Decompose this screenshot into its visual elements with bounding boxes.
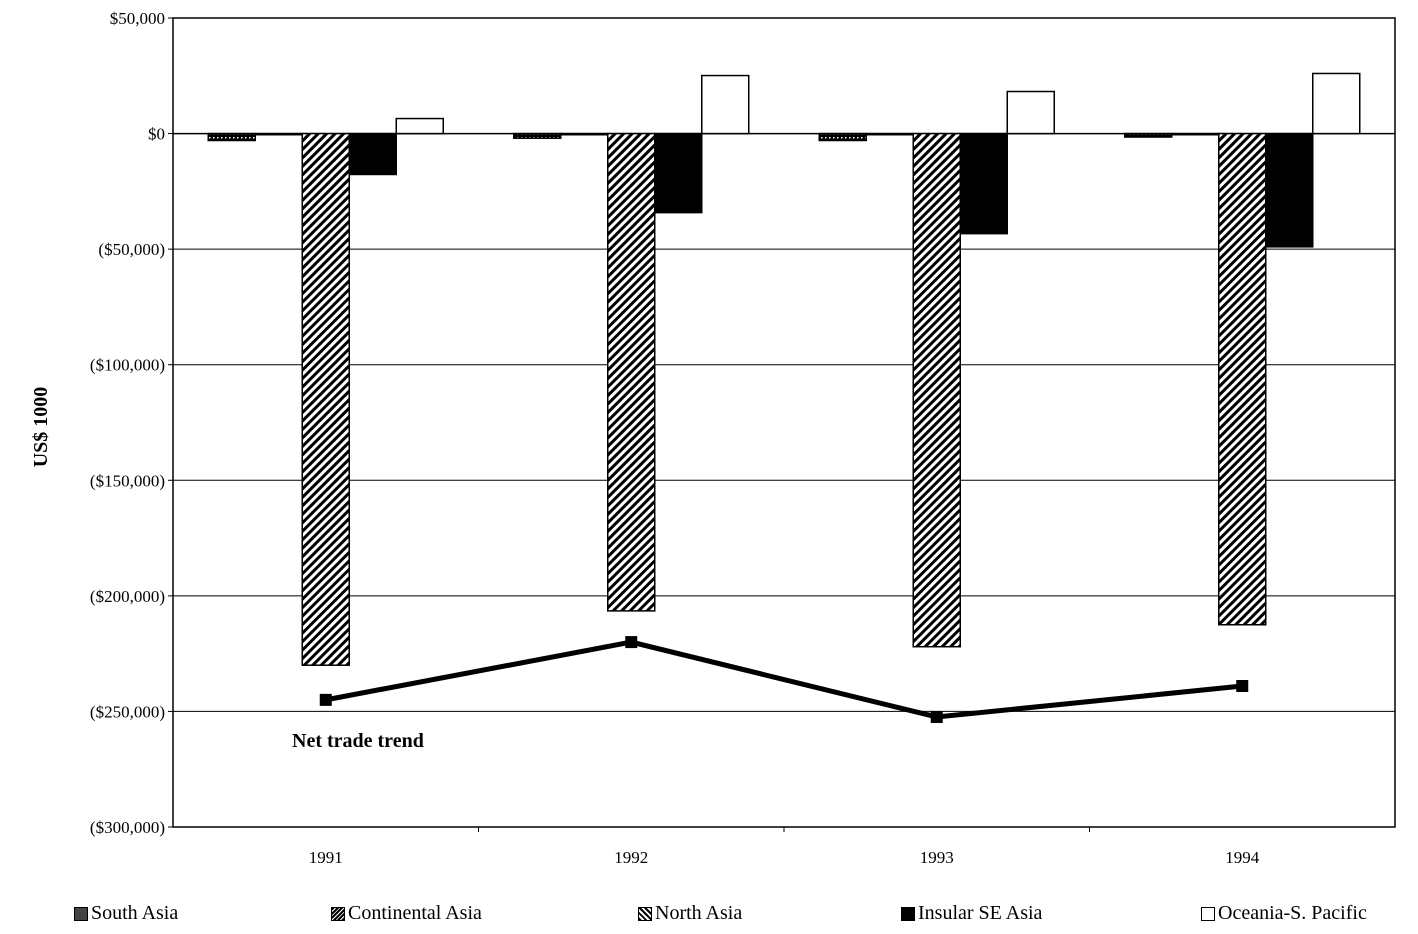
bar-continental-asia	[865, 132, 914, 136]
net-trade-line	[325, 639, 1243, 720]
legend-swatch	[331, 906, 345, 921]
x-tick-label: 1991	[309, 848, 343, 867]
y-tick-label: ($150,000)	[90, 471, 165, 490]
legend-item: South Asia	[74, 902, 178, 925]
legend-item: North Asia	[638, 902, 742, 925]
legend-swatch	[74, 906, 88, 921]
bar-oceania-s-pacific	[395, 117, 444, 135]
bar-south-asia	[513, 132, 562, 139]
bar-north-asia	[301, 132, 350, 666]
bar-north-asia	[1218, 132, 1267, 626]
legend-item: Continental Asia	[331, 902, 482, 925]
bar-south-asia	[207, 132, 256, 142]
x-tick-label: 1993	[920, 848, 954, 867]
legend-item: Insular SE Asia	[901, 902, 1042, 925]
bar-insular-se-asia	[1265, 132, 1314, 248]
bar-insular-se-asia	[654, 132, 703, 214]
net-trade-annotation: Net trade trend	[292, 730, 424, 752]
bar-north-asia	[912, 132, 961, 648]
y-tick-label: ($250,000)	[90, 702, 165, 721]
net-trade-marker	[930, 710, 943, 723]
bar-oceania-s-pacific	[1312, 72, 1361, 135]
legend-label: North Asia	[655, 902, 743, 924]
x-tick-label: 1994	[1225, 848, 1260, 867]
y-tick-label: ($50,000)	[98, 240, 165, 259]
net-trade-marker	[625, 636, 638, 649]
bar-insular-se-asia	[348, 132, 397, 176]
bar-continental-asia	[560, 132, 609, 136]
legend-swatch	[1201, 906, 1215, 921]
bar-oceania-s-pacific	[701, 74, 750, 135]
legend-label: Continental Asia	[348, 902, 482, 924]
legend: South Asia Continental Asia North Asia Insu…	[0, 902, 1418, 928]
bar-continental-asia	[1171, 132, 1220, 136]
legend-swatch	[638, 906, 652, 921]
y-tick-label: $50,000	[110, 9, 165, 28]
bar-oceania-s-pacific	[1006, 90, 1055, 135]
legend-label: South Asia	[91, 902, 179, 924]
legend-swatch	[901, 906, 915, 921]
bar-north-asia	[607, 132, 656, 612]
legend-label: Insular SE Asia	[918, 902, 1043, 924]
bar-insular-se-asia	[959, 132, 1008, 235]
net-trade-marker	[1236, 680, 1249, 693]
x-tick-label: 1992	[614, 848, 648, 867]
y-tick-label: $0	[148, 125, 165, 144]
legend-label: Oceania-S. Pacific	[1218, 902, 1367, 924]
y-tick-label: ($300,000)	[90, 818, 165, 837]
bar-continental-asia	[254, 132, 303, 136]
y-tick-label: ($100,000)	[90, 356, 165, 375]
y-axis-label: US$ 1000	[30, 387, 52, 468]
bar-south-asia	[818, 132, 867, 142]
legend-item: Oceania-S. Pacific	[1201, 902, 1367, 925]
bar-south-asia	[1124, 132, 1173, 138]
y-tick-label: ($200,000)	[90, 587, 165, 606]
net-trade-marker	[319, 693, 332, 706]
